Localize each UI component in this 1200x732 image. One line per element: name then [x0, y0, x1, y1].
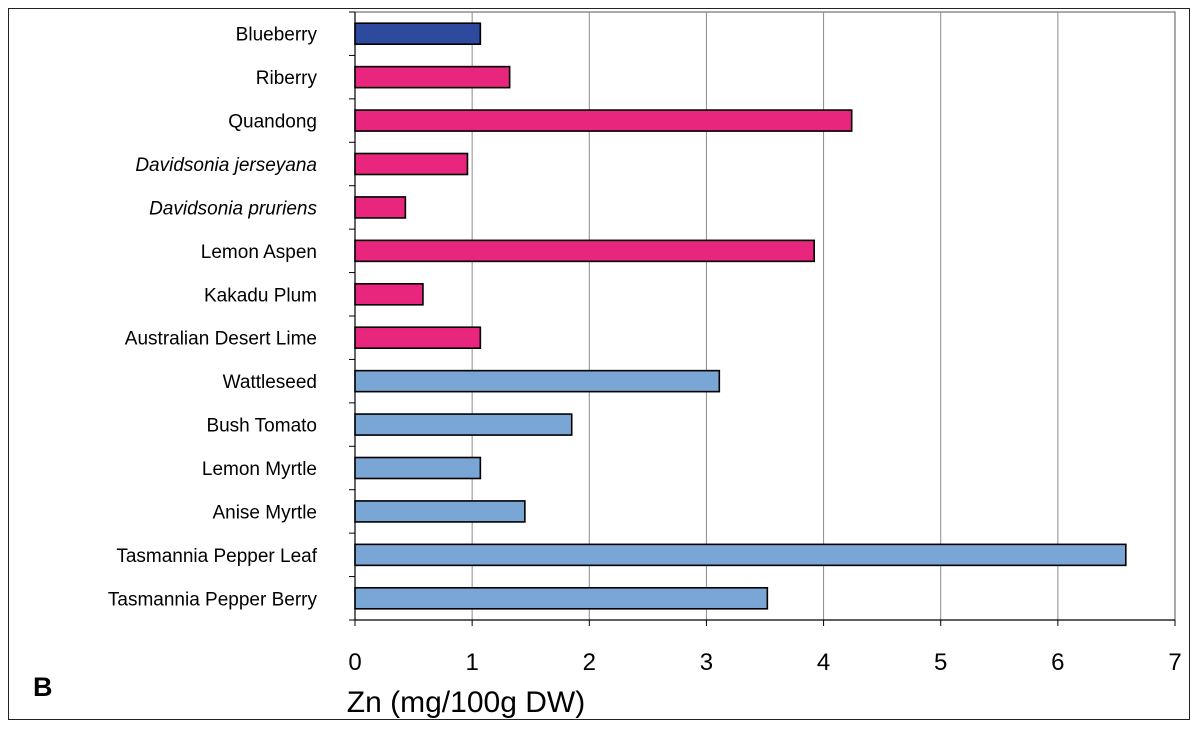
bar	[354, 196, 407, 219]
bar	[354, 326, 482, 350]
x-tick-label: 0	[348, 649, 361, 676]
category-label: Australian Desert Lime	[125, 329, 317, 350]
category-label: Quandong	[228, 112, 317, 133]
category-label: Lemon Myrtle	[202, 459, 317, 480]
category-label: Tasmannia Pepper Berry	[108, 589, 318, 610]
category-label: Davidsonia pruriens	[149, 198, 317, 219]
bar	[354, 109, 853, 132]
bar	[354, 456, 482, 480]
bar	[354, 586, 769, 610]
x-tick-label: 6	[1051, 649, 1064, 676]
bar	[354, 543, 1127, 567]
bar	[354, 282, 424, 306]
category-label: Kakadu Plum	[204, 285, 317, 306]
x-tick-label: 4	[817, 649, 830, 676]
bar	[354, 239, 816, 263]
x-axis-title: Zn (mg/100g DW)	[347, 686, 585, 719]
bar	[354, 152, 469, 176]
plot-area	[354, 11, 1176, 621]
category-label: Anise Myrtle	[212, 502, 317, 523]
category-label: Tasmannia Pepper Leaf	[116, 546, 317, 567]
category-label: Riberry	[256, 68, 318, 89]
x-tick-label: 1	[465, 649, 478, 676]
category-label: Lemon Aspen	[201, 242, 317, 263]
category-label: Bush Tomato	[206, 416, 317, 437]
category-label: Wattleseed	[223, 372, 317, 393]
bar	[354, 65, 511, 89]
category-label: Blueberry	[236, 25, 318, 46]
x-tick-label: 5	[934, 649, 947, 676]
panel-label: B	[33, 672, 53, 702]
bar	[354, 500, 526, 523]
x-tick-label: 3	[700, 649, 713, 676]
x-tick-label: 2	[583, 649, 596, 676]
bar	[354, 413, 573, 436]
category-label: Davidsonia jerseyana	[135, 155, 317, 176]
bar	[354, 369, 721, 393]
x-tick-label: 7	[1168, 649, 1181, 676]
bar	[354, 22, 482, 46]
